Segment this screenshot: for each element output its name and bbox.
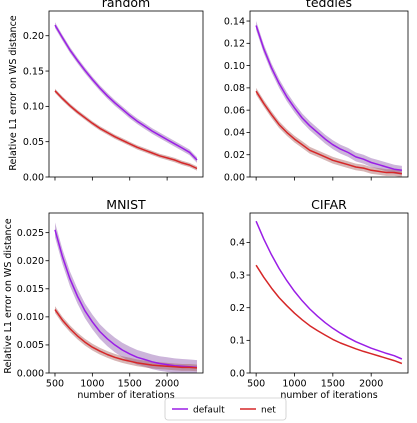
y-tick-label: 0.2 <box>230 303 245 314</box>
axes-frame <box>249 212 409 374</box>
y-tick-label: 0.00 <box>224 172 245 183</box>
y-tick-label: 0.15 <box>23 66 44 77</box>
x-tick-label: 1000 <box>80 379 104 390</box>
x-tick-label: 500 <box>46 379 64 390</box>
panel-title: MNIST <box>106 197 146 212</box>
y-tick-label: 0.4 <box>230 238 245 249</box>
band-net <box>55 88 197 171</box>
y-tick-label: 0.14 <box>224 16 245 27</box>
legend-entry-default: default <box>172 406 225 416</box>
y-tick-label: 0.02 <box>224 150 245 161</box>
y-tick-label: 0.000 <box>17 368 44 379</box>
band-default <box>256 21 402 175</box>
panel-teddies: teddies 0.00 0.02 0.04 0.06 0.08 0.10 0.12 0.14 <box>224 0 409 183</box>
axes-frame <box>249 10 409 178</box>
series-line-net <box>54 309 198 369</box>
band-shade-default <box>256 21 402 175</box>
y-tick-label: 0.10 <box>224 61 245 72</box>
legend-box <box>164 397 287 421</box>
x-tick-label: 2000 <box>359 379 383 390</box>
x-axis-label: number of iterations <box>280 390 377 401</box>
axes-frame <box>48 10 204 178</box>
x-axis-label: number of iterations <box>77 390 174 401</box>
series-line-net <box>54 90 198 170</box>
legend-entry-net: net <box>240 406 276 416</box>
series-line-default <box>54 229 198 369</box>
x-tick-label: 1000 <box>282 379 306 390</box>
panel-cifar: CIFAR 0.0 0.1 0.2 0.3 0.4 500 1000 1500 2000numbe… <box>230 197 409 401</box>
panel-title: random <box>102 0 150 10</box>
y-tick-label: 0.05 <box>23 137 44 148</box>
panel-mnist: MNIST 0.000 0.005 0.010 0.015 0.020 0.025 500 10… <box>17 197 204 401</box>
axes-frame <box>48 212 204 374</box>
series-line-default <box>255 220 403 360</box>
panel-title: teddies <box>306 0 352 10</box>
x-tick-label: 1500 <box>118 379 142 390</box>
y-tick-label: 0.0 <box>230 368 245 379</box>
x-tick-label: 2000 <box>155 379 179 390</box>
y-tick-label: 0.04 <box>224 128 245 139</box>
y-tick-label: 0.12 <box>224 39 245 50</box>
y-tick-label: 0.1 <box>230 336 245 347</box>
series-line-default <box>255 25 403 172</box>
panel-random: random 0.00 0.05 0.10 0.15 0.20 <box>23 0 204 183</box>
band-shade-net <box>55 306 197 372</box>
band-shade-default <box>55 222 197 373</box>
y-tick-label: 0.00 <box>23 172 44 183</box>
legend-label: default <box>193 406 225 416</box>
y-tick-label: 0.20 <box>23 31 44 42</box>
x-tick-label: 500 <box>247 379 265 390</box>
series-line-default <box>54 24 198 161</box>
y-tick-label: 0.025 <box>17 228 44 239</box>
panels: random 0.00 0.05 0.10 0.15 0.20 teddies 0.00 0.0… <box>17 0 409 401</box>
y-tick-label: 0.020 <box>17 256 44 267</box>
series-line-net <box>255 90 403 175</box>
band-net <box>55 306 197 372</box>
y-tick-label: 0.06 <box>224 105 245 116</box>
y-tick-label: 0.3 <box>230 270 245 281</box>
y-tick-label: 0.08 <box>224 83 245 94</box>
panel-title: CIFAR <box>311 197 347 212</box>
y-tick-label: 0.10 <box>23 102 44 113</box>
legend: default net <box>164 397 287 421</box>
series-line-net <box>255 264 403 365</box>
y-tick-label: 0.010 <box>17 312 44 323</box>
y-tick-label: 0.015 <box>17 284 44 295</box>
figure-ylabel-bottom: Relative L1 error on WS distance <box>3 218 14 373</box>
y-tick-label: 0.005 <box>17 340 44 351</box>
figure-ylabel-top: Relative L1 error on WS distance <box>8 15 19 170</box>
band-shade-net <box>55 88 197 171</box>
legend-label: net <box>261 406 276 416</box>
x-tick-label: 1500 <box>321 379 345 390</box>
